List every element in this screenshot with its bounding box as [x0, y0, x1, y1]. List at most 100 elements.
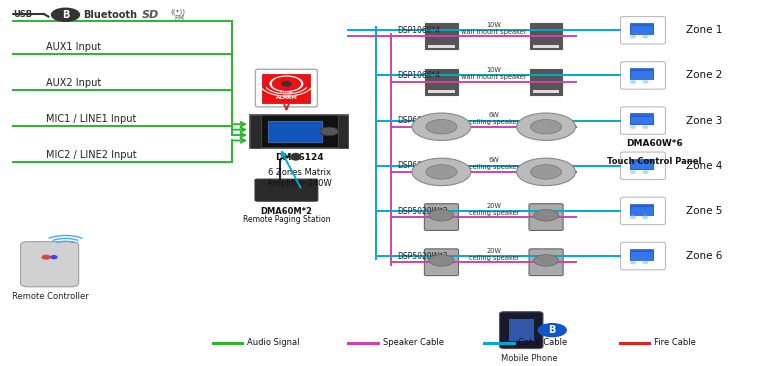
- Circle shape: [530, 165, 562, 179]
- Text: DSP5020W*2: DSP5020W*2: [397, 252, 448, 261]
- FancyBboxPatch shape: [533, 90, 559, 93]
- FancyBboxPatch shape: [424, 204, 459, 231]
- Circle shape: [429, 209, 454, 221]
- Text: 20W
ceiling speaker: 20W ceiling speaker: [469, 203, 519, 216]
- Circle shape: [51, 256, 57, 259]
- FancyBboxPatch shape: [262, 74, 310, 102]
- FancyBboxPatch shape: [629, 206, 653, 214]
- Text: Mobile Phone: Mobile Phone: [501, 354, 558, 363]
- Text: MIC2 / LINE2 Input: MIC2 / LINE2 Input: [46, 150, 136, 160]
- Circle shape: [643, 171, 647, 173]
- FancyBboxPatch shape: [629, 251, 653, 260]
- Text: Zone 1: Zone 1: [686, 25, 722, 35]
- Text: 10W
wall mount speaker: 10W wall mount speaker: [461, 67, 526, 80]
- Circle shape: [412, 158, 471, 186]
- Text: Zone 6: Zone 6: [686, 251, 722, 261]
- Circle shape: [530, 120, 562, 134]
- Text: Fire Cable: Fire Cable: [654, 338, 696, 347]
- FancyBboxPatch shape: [529, 204, 563, 231]
- Text: 6 Zones Matrix
Amplifier 240W: 6 Zones Matrix Amplifier 240W: [267, 168, 332, 188]
- FancyBboxPatch shape: [428, 45, 455, 48]
- Text: Bluetooth: Bluetooth: [83, 10, 137, 20]
- FancyBboxPatch shape: [250, 115, 261, 148]
- FancyBboxPatch shape: [428, 90, 455, 93]
- FancyBboxPatch shape: [629, 158, 653, 169]
- Text: DMA60M*2: DMA60M*2: [261, 206, 313, 216]
- FancyBboxPatch shape: [250, 115, 349, 148]
- Text: DSP5020W*2: DSP5020W*2: [397, 207, 448, 216]
- FancyBboxPatch shape: [529, 249, 563, 276]
- FancyBboxPatch shape: [629, 113, 653, 124]
- Circle shape: [538, 324, 566, 337]
- Circle shape: [643, 261, 647, 264]
- FancyBboxPatch shape: [20, 242, 79, 287]
- Circle shape: [42, 255, 50, 259]
- Circle shape: [51, 8, 80, 21]
- FancyBboxPatch shape: [629, 25, 653, 34]
- FancyBboxPatch shape: [620, 152, 665, 179]
- FancyBboxPatch shape: [509, 319, 534, 341]
- FancyBboxPatch shape: [629, 23, 653, 33]
- Text: AUX2 Input: AUX2 Input: [46, 78, 101, 88]
- Text: FM: FM: [174, 15, 184, 21]
- Circle shape: [643, 126, 647, 128]
- Circle shape: [426, 120, 457, 134]
- Circle shape: [630, 261, 635, 264]
- Circle shape: [534, 209, 558, 221]
- Circle shape: [320, 127, 339, 136]
- Text: Zone 2: Zone 2: [686, 70, 722, 81]
- Text: 10W
wall mount speaker: 10W wall mount speaker: [461, 22, 526, 35]
- FancyBboxPatch shape: [620, 242, 665, 270]
- Text: FIRE
ALARM: FIRE ALARM: [275, 89, 297, 100]
- Text: DSP6011*4: DSP6011*4: [397, 116, 441, 125]
- FancyBboxPatch shape: [530, 68, 562, 94]
- FancyBboxPatch shape: [268, 121, 322, 142]
- Text: Zone 3: Zone 3: [686, 116, 722, 126]
- Circle shape: [282, 82, 291, 86]
- Text: Touch Control Panel: Touch Control Panel: [608, 157, 702, 166]
- Circle shape: [630, 81, 635, 83]
- Text: 20W
ceiling speaker: 20W ceiling speaker: [469, 248, 519, 261]
- Text: Zone 5: Zone 5: [686, 206, 722, 216]
- FancyBboxPatch shape: [425, 23, 458, 49]
- Text: B: B: [548, 325, 556, 335]
- Circle shape: [630, 126, 635, 128]
- FancyBboxPatch shape: [533, 45, 559, 48]
- Text: USB: USB: [12, 10, 32, 19]
- FancyBboxPatch shape: [629, 70, 653, 79]
- Circle shape: [270, 76, 303, 92]
- Circle shape: [643, 36, 647, 38]
- FancyBboxPatch shape: [425, 68, 458, 94]
- Text: Remote Controller: Remote Controller: [12, 292, 88, 301]
- FancyBboxPatch shape: [629, 68, 653, 78]
- Ellipse shape: [291, 153, 300, 160]
- FancyBboxPatch shape: [499, 312, 543, 348]
- FancyBboxPatch shape: [629, 204, 653, 214]
- FancyBboxPatch shape: [424, 249, 459, 276]
- Circle shape: [516, 158, 576, 186]
- FancyBboxPatch shape: [620, 197, 665, 225]
- Text: Zone 4: Zone 4: [686, 161, 722, 171]
- Text: 6W
ceiling speaker: 6W ceiling speaker: [469, 157, 519, 171]
- Text: DMA6124: DMA6124: [275, 153, 324, 162]
- Text: Audio Signal: Audio Signal: [247, 338, 300, 347]
- Text: AUX1 Input: AUX1 Input: [46, 42, 101, 52]
- Text: 6W
ceiling speaker: 6W ceiling speaker: [469, 112, 519, 125]
- Text: Cat-6 Cable: Cat-6 Cable: [518, 338, 567, 347]
- Circle shape: [426, 165, 457, 179]
- FancyBboxPatch shape: [629, 116, 653, 124]
- Circle shape: [630, 36, 635, 38]
- Text: DMA60W*6: DMA60W*6: [626, 139, 683, 148]
- FancyBboxPatch shape: [620, 107, 665, 134]
- Circle shape: [630, 216, 635, 219]
- Text: Remote Paging Station: Remote Paging Station: [243, 214, 330, 224]
- FancyBboxPatch shape: [255, 69, 317, 107]
- Circle shape: [429, 255, 454, 266]
- Circle shape: [534, 255, 558, 266]
- FancyBboxPatch shape: [530, 23, 562, 49]
- FancyBboxPatch shape: [338, 115, 349, 148]
- Circle shape: [272, 77, 300, 90]
- Text: B: B: [62, 10, 69, 20]
- FancyBboxPatch shape: [620, 62, 665, 89]
- FancyBboxPatch shape: [620, 16, 665, 44]
